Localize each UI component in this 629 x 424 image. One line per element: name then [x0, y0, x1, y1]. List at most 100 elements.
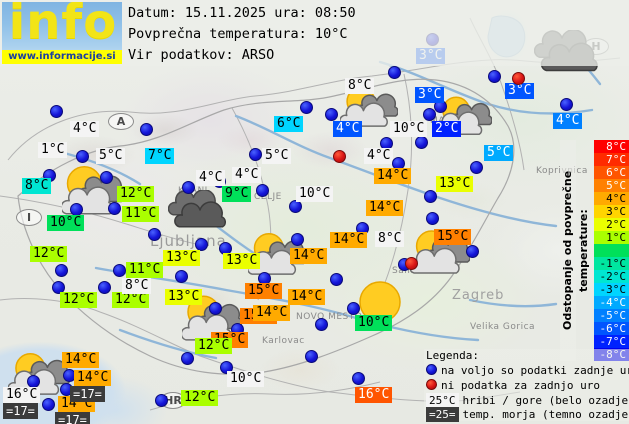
blue-dot-icon	[426, 364, 437, 375]
legend-dark-text: temp. morja (temno ozadje)	[462, 408, 629, 421]
temperature-label: 16°C	[355, 387, 393, 403]
badge-country-i: I	[16, 209, 42, 226]
color-scale-title: Odstopanje od povprečne temperature:	[560, 140, 590, 361]
station-dot[interactable]	[488, 70, 501, 83]
station-dot[interactable]	[466, 245, 479, 258]
place-label-novo-mesto: NOVO MESTO	[296, 312, 363, 322]
station-dot[interactable]	[470, 161, 483, 174]
temperature-label: 3°C	[505, 83, 535, 99]
station-dot-no-data[interactable]	[333, 150, 346, 163]
temperature-label: 1°C	[38, 142, 68, 158]
station-dot-no-data[interactable]	[512, 72, 525, 85]
legend-row-red-dot: ni podatka za zadnjo uro	[426, 378, 600, 393]
temperature-label: 10°C	[296, 186, 334, 202]
temperature-label: 12°C	[195, 338, 233, 354]
station-dot[interactable]	[100, 171, 113, 184]
temperature-label: 12°C	[181, 390, 219, 406]
station-dot[interactable]	[220, 361, 233, 374]
color-scale-stop: 4°C	[594, 192, 629, 205]
station-dot[interactable]	[249, 148, 262, 161]
badge-country-a: A	[108, 113, 134, 130]
sea-temperature-label: =17=	[3, 403, 38, 419]
temperature-label: 11°C	[122, 206, 160, 222]
color-scale-stop: 7°C	[594, 153, 629, 166]
station-dot[interactable]	[181, 352, 194, 365]
temperature-label: 16°C	[3, 387, 41, 403]
station-dot[interactable]	[42, 398, 55, 411]
color-scale-stop: -1°C	[594, 257, 629, 270]
legend-row-blue-dot: na voljo so podatki zadnje ure	[426, 363, 629, 378]
station-dot[interactable]	[424, 190, 437, 203]
legend-dark-swatch: =25=	[426, 407, 459, 422]
temperature-label: 15°C	[434, 229, 472, 245]
station-dot[interactable]	[148, 228, 161, 241]
sun-cloud-icon	[62, 160, 124, 216]
temperature-label: 13°C	[436, 176, 474, 192]
color-scale-stop: 3°C	[594, 205, 629, 218]
station-dot[interactable]	[256, 184, 269, 197]
station-dot[interactable]	[347, 302, 360, 315]
legend: Legenda: na voljo so podatki zadnje ure …	[424, 349, 629, 422]
station-dot[interactable]	[291, 233, 304, 246]
station-dot-no-data[interactable]	[405, 257, 418, 270]
temperature-label: 7°C	[145, 148, 175, 164]
station-dot[interactable]	[415, 136, 428, 149]
temperature-label: 5°C	[262, 148, 292, 164]
station-dot[interactable]	[423, 108, 436, 121]
cloud-icon	[168, 190, 228, 230]
station-dot[interactable]	[330, 273, 343, 286]
temperature-label: 12°C	[30, 246, 68, 262]
legend-white-text: hribi / gore (belo ozadje)	[462, 394, 629, 407]
header-average-temp: Povprečna temperatura: 10°C	[128, 26, 348, 42]
sun-cloud-icon	[340, 82, 398, 128]
station-dot[interactable]	[175, 270, 188, 283]
temperature-label: 9°C	[222, 186, 252, 202]
station-dot[interactable]	[195, 238, 208, 251]
legend-blue-text: na voljo so podatki zadnje ure	[441, 364, 629, 377]
station-dot[interactable]	[52, 281, 65, 294]
temperature-label: 8°C	[345, 78, 375, 94]
station-dot[interactable]	[315, 318, 328, 331]
temperature-label: 4°C	[70, 121, 100, 137]
site-logo[interactable]: info www.informacije.si	[2, 2, 122, 64]
temperature-label: 13°C	[165, 289, 203, 305]
temperature-label: 13°C	[223, 253, 261, 269]
station-dot[interactable]	[325, 108, 338, 121]
station-dot[interactable]	[388, 66, 401, 79]
station-dot[interactable]	[289, 200, 302, 213]
color-scale-stop: -5°C	[594, 309, 629, 322]
station-dot[interactable]	[300, 101, 313, 114]
station-dot[interactable]	[140, 123, 153, 136]
station-dot[interactable]	[426, 212, 439, 225]
station-dot[interactable]	[305, 350, 318, 363]
color-scale-stop: 8°C	[594, 140, 629, 153]
sun-cloud-icon	[8, 348, 70, 396]
temperature-label: 4°C	[333, 121, 363, 137]
station-dot[interactable]	[182, 181, 195, 194]
temperature-label: 5°C	[96, 148, 126, 164]
station-dot[interactable]	[50, 105, 63, 118]
station-dot[interactable]	[55, 264, 68, 277]
sea-temperature-label: =17=	[55, 412, 90, 424]
logo-wordmark: info	[8, 2, 118, 50]
station-dot[interactable]	[209, 302, 222, 315]
color-scale-stop: -3°C	[594, 283, 629, 296]
color-scale-stop: 1°C	[594, 231, 629, 244]
station-dot[interactable]	[76, 150, 89, 163]
color-scale-stop: 6°C	[594, 166, 629, 179]
temperature-label: 14°C	[290, 248, 328, 264]
station-dot[interactable]	[155, 394, 168, 407]
station-dot[interactable]	[560, 98, 573, 111]
color-scale-stop: -7°C	[594, 335, 629, 348]
header-bar: info www.informacije.si Datum: 15.11.202…	[0, 0, 629, 66]
legend-title: Legenda:	[426, 349, 479, 362]
temperature-label: 8°C	[22, 178, 52, 194]
temperature-label: 14°C	[253, 305, 291, 321]
station-dot[interactable]	[113, 264, 126, 277]
station-dot[interactable]	[98, 281, 111, 294]
temperature-label: 3°C	[415, 87, 445, 103]
temperature-label: 10°C	[47, 215, 85, 231]
station-dot[interactable]	[352, 372, 365, 385]
station-dot[interactable]	[108, 202, 121, 215]
